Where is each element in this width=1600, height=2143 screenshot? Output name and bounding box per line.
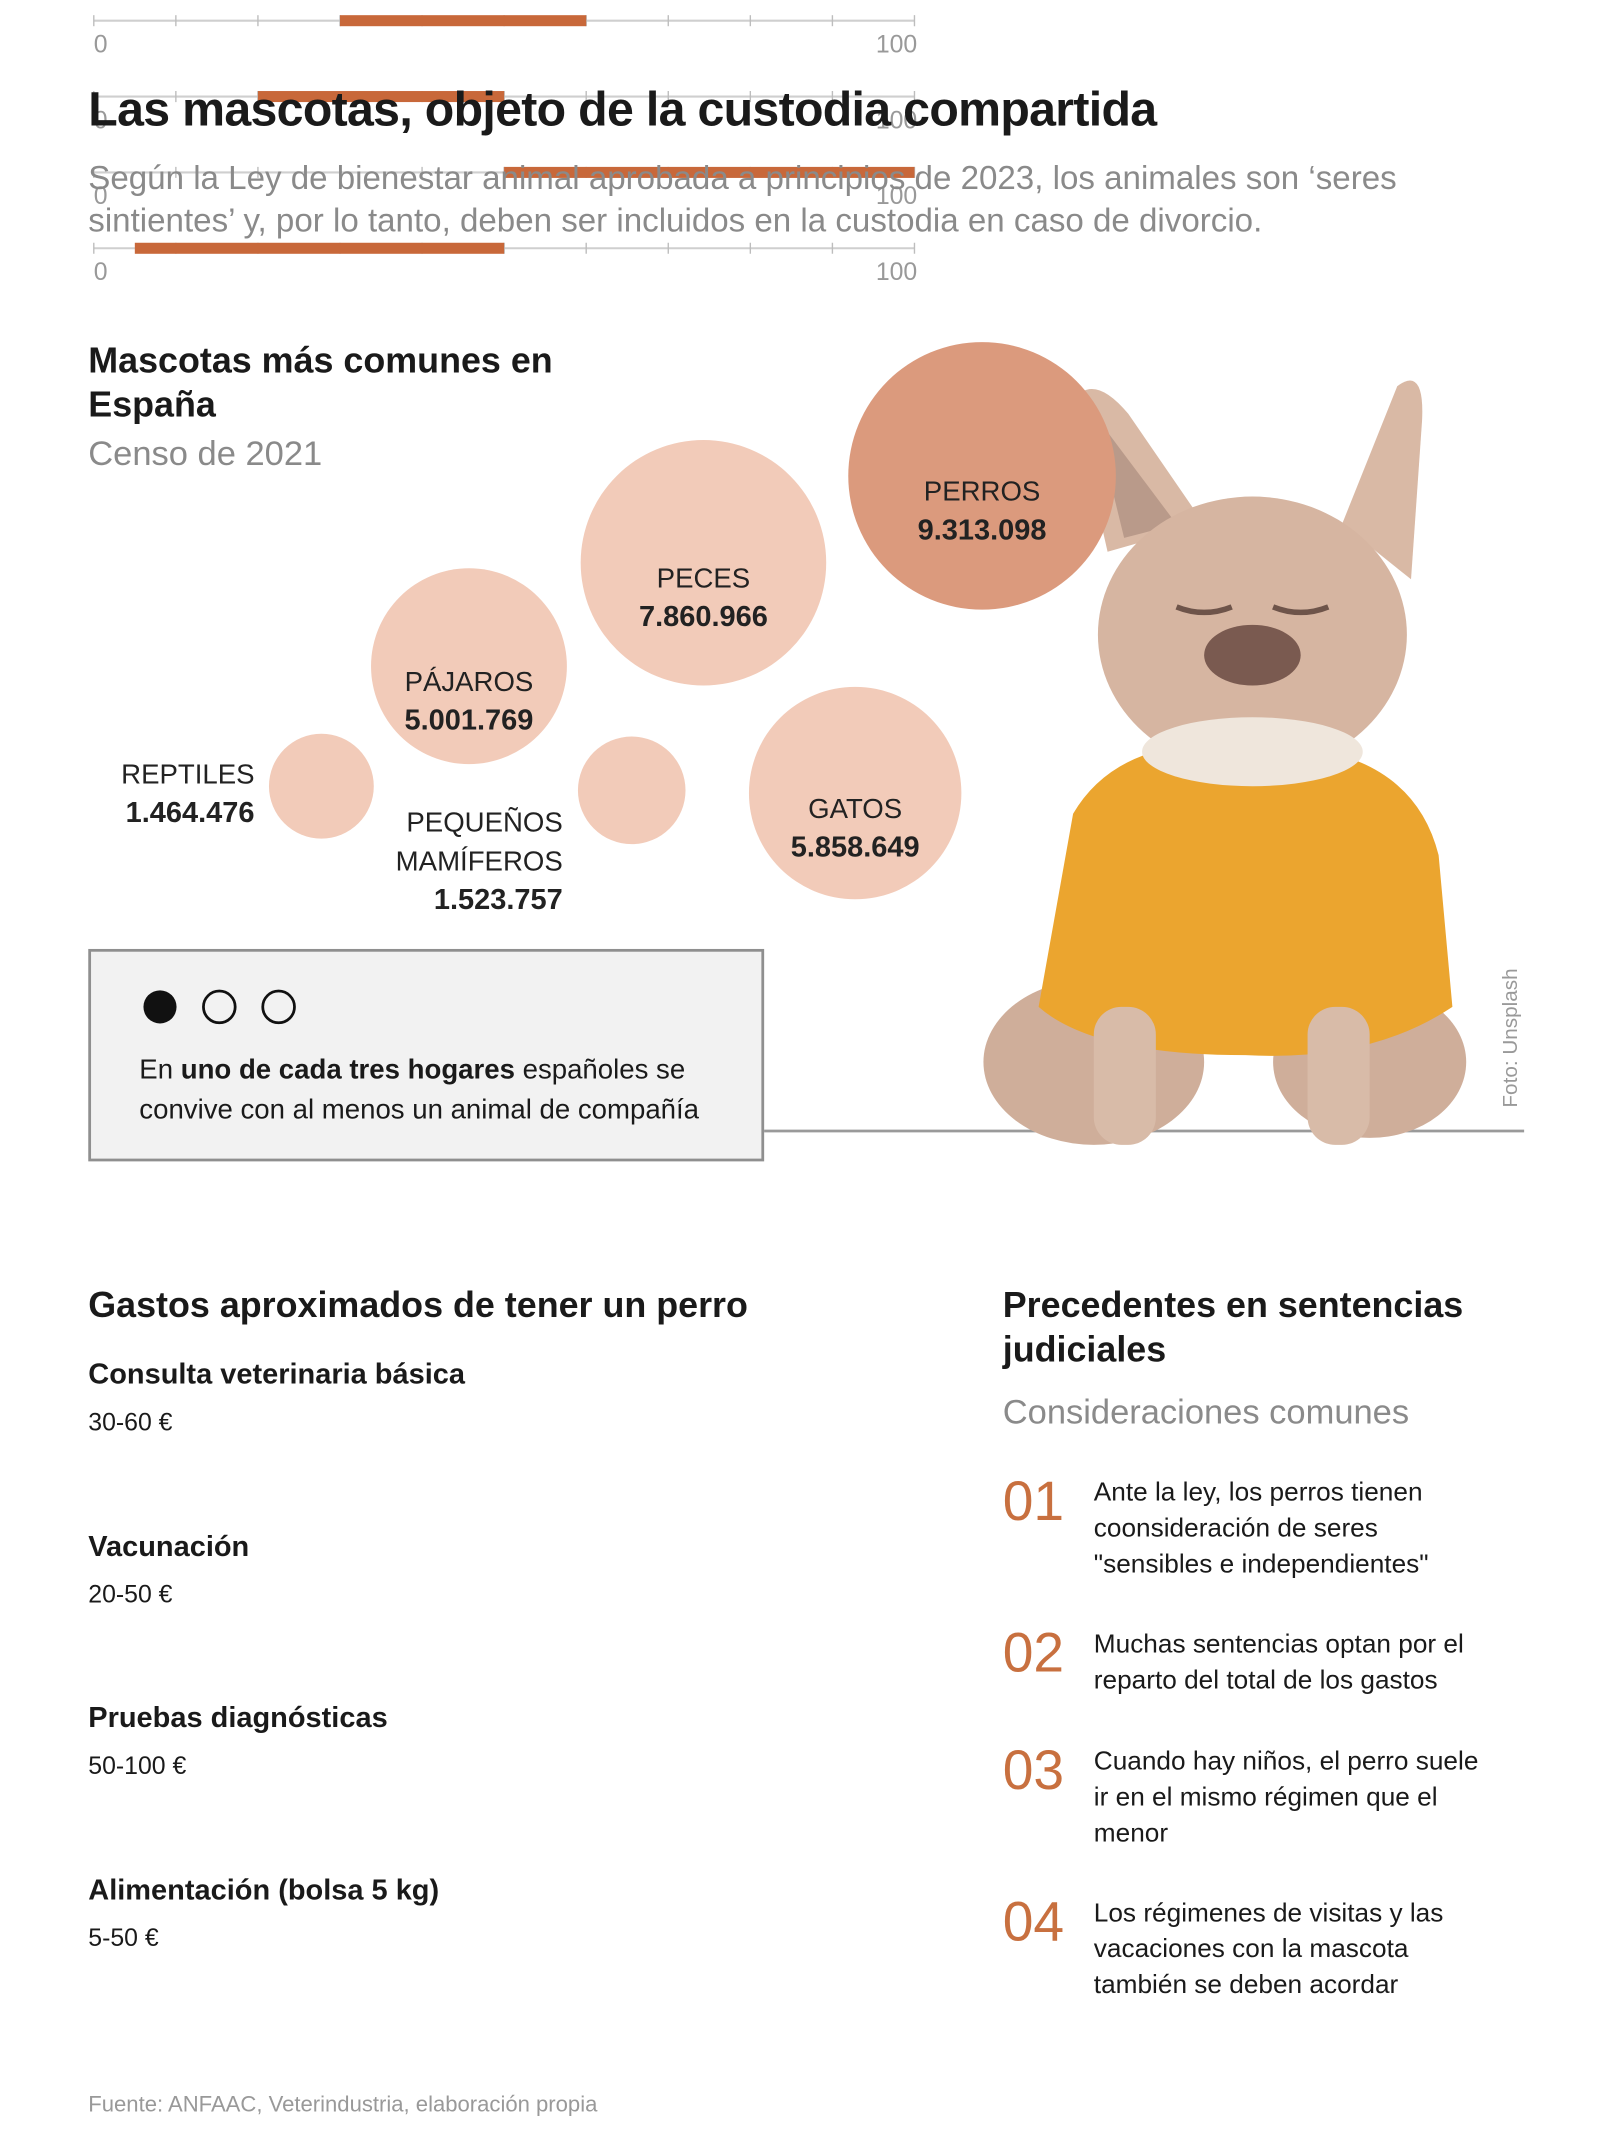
x-tick-label: 0 <box>94 259 108 286</box>
bubble-label: PERROS 9.313.098 <box>858 473 1106 550</box>
range-axis: 0 100 <box>93 242 917 286</box>
item-text: Muchas sentencias optan por el reparto d… <box>1093 1630 1464 1696</box>
item-number: 02 <box>1002 1623 1065 1685</box>
note-text-part: españoles se convive con al menos un ani… <box>139 1055 700 1126</box>
note-box: En uno de cada tres hogares españoles se… <box>88 948 765 1162</box>
hood <box>1142 717 1363 787</box>
item-text: Cuando hay niños, el perro suele ir en e… <box>1093 1747 1479 1849</box>
front-leg <box>1307 1006 1370 1145</box>
value-label: 1.523.757 <box>433 884 563 916</box>
range-name: Consulta veterinaria básica <box>88 1358 465 1391</box>
dot <box>143 990 177 1024</box>
x-tick-label: 0 <box>94 183 108 210</box>
value-label: 7.860.966 <box>639 601 768 634</box>
note-bold: uno de cada tres hogares <box>180 1055 515 1086</box>
range-axis: 0 100 <box>93 91 917 134</box>
range-label: 20-50 € <box>88 1579 173 1608</box>
x-tick-label: 100 <box>876 259 917 286</box>
bubble-label: PECES 7.860.966 <box>579 560 827 637</box>
bubble <box>370 568 568 765</box>
section-subtitle: Consideraciones comunes <box>1002 1393 1410 1432</box>
category-label: PEQUEÑOS MAMÍFEROS <box>395 808 563 878</box>
page-title: Las mascotas, objeto de la custodia comp… <box>88 82 1157 137</box>
section-title: Precedentes en sentencias judiciales <box>1002 1284 1464 1370</box>
value-label: 5.001.769 <box>404 704 534 737</box>
item-number: 03 <box>1002 1740 1065 1802</box>
item-text: Los régimenes de visitas y las vacacione… <box>1093 1899 1444 2000</box>
sweater <box>1038 742 1453 1056</box>
pager-dots <box>143 989 296 1025</box>
note-text-part: En <box>139 1055 181 1086</box>
item-text: Ante la ley, los perros tienen coonsider… <box>1093 1478 1429 1580</box>
range-bar <box>504 166 915 178</box>
chart-title: Mascotas más comunes en España <box>88 339 553 425</box>
front-leg <box>1093 1006 1156 1145</box>
range-bar <box>339 15 587 27</box>
x-tick-label: 100 <box>876 183 917 210</box>
range-name: Vacunación <box>88 1530 250 1563</box>
x-tick-label: 100 <box>876 31 917 58</box>
photo-credit: Foto: Unsplash <box>1499 968 1523 1108</box>
x-tick-label: 0 <box>94 31 108 58</box>
nose <box>1204 624 1301 686</box>
bubble <box>577 736 686 845</box>
value-label: 9.313.098 <box>917 514 1047 547</box>
category-label: PERROS <box>923 477 1041 508</box>
range-bar <box>257 91 505 103</box>
category-label: GATOS <box>808 794 903 825</box>
source: Fuente: ANFAAC, Veterindustria, elaborac… <box>88 2093 598 2118</box>
ear <box>1342 380 1423 580</box>
bubble-label: GATOS 5.858.649 <box>731 790 979 867</box>
bubble <box>580 439 827 686</box>
category-label: PECES <box>656 564 751 595</box>
bubble-label: PÁJAROS 5.001.769 <box>345 663 593 740</box>
ear-inner <box>1093 413 1177 538</box>
category-label: PÁJAROS <box>404 667 534 698</box>
category-label: REPTILES <box>121 759 255 791</box>
range-name: Pruebas diagnósticas <box>88 1702 388 1734</box>
dog-illustration <box>762 380 1525 1145</box>
range-label: 5-50 € <box>88 1923 159 1952</box>
range-axis: 0 100 <box>93 166 917 210</box>
chart-subtitle: Censo de 2021 <box>88 434 323 474</box>
x-tick-label: 0 <box>94 107 108 134</box>
range-axis: 0 100 <box>93 15 917 58</box>
bubble-label: REPTILES 1.464.476 <box>48 756 255 833</box>
bubble <box>268 733 375 840</box>
range-label: 30-60 € <box>88 1408 173 1436</box>
x-tick-label: 100 <box>876 107 917 134</box>
item-number: 01 <box>1002 1471 1065 1533</box>
chart-title: Gastos aproximados de tener un perro <box>88 1284 748 1326</box>
dot <box>202 989 237 1025</box>
dot <box>261 989 296 1025</box>
bubble <box>848 342 1116 610</box>
bubble-label: PEQUEÑOS MAMÍFEROS 1.523.757 <box>377 804 563 920</box>
range-name: Alimentación (bolsa 5 kg) <box>88 1873 440 1906</box>
range-label: 50-100 € <box>88 1751 187 1780</box>
eyes <box>1175 604 1330 616</box>
value-label: 1.464.476 <box>125 797 255 829</box>
page-subtitle: Según la Ley de bienestar animal aprobad… <box>88 159 1397 240</box>
note-text: En uno de cada tres hogares españoles se… <box>139 1051 746 1131</box>
range-bar <box>134 242 505 254</box>
bubble <box>749 686 962 900</box>
item-number: 04 <box>1002 1892 1065 1954</box>
value-label: 5.858.649 <box>790 831 920 864</box>
